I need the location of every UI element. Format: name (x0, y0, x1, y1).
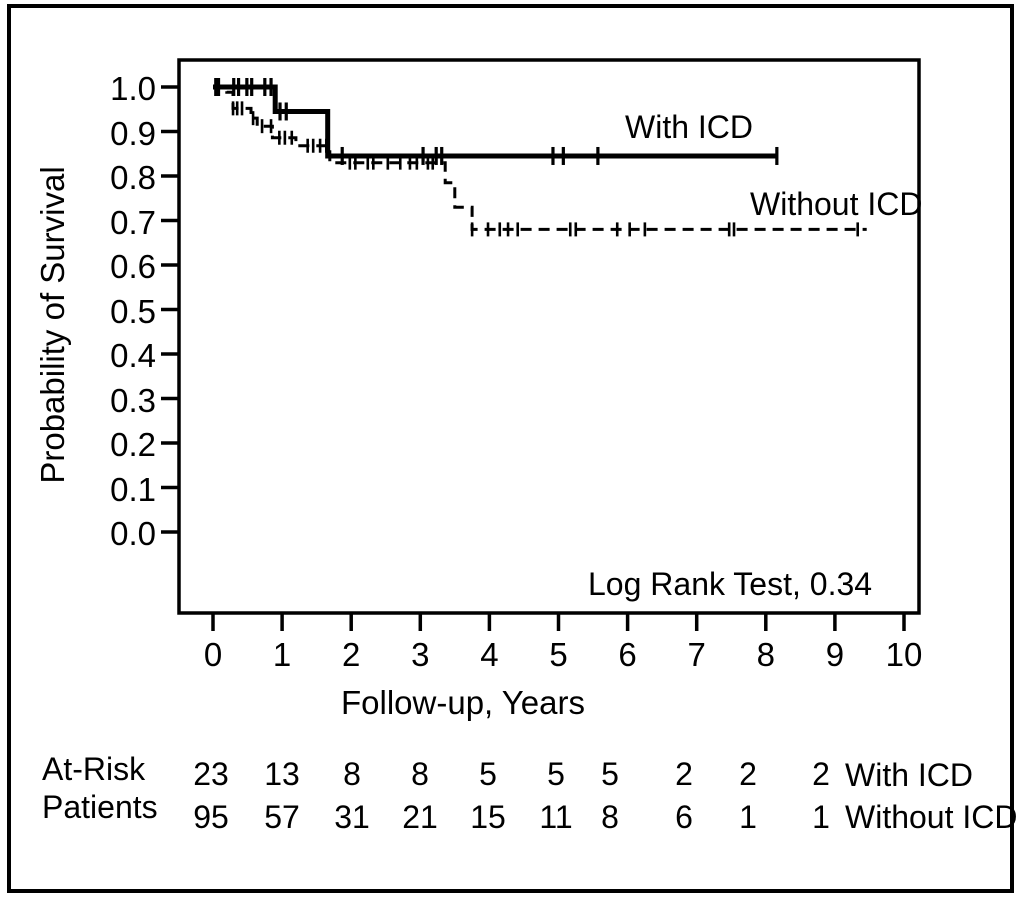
atrisk-table-title-line1: At-Risk (42, 751, 146, 787)
plot-frame (177, 58, 921, 615)
atrisk-count: 5 (601, 756, 619, 792)
y-tick-label: 0.9 (110, 114, 156, 152)
atrisk-count: 2 (675, 756, 693, 792)
y-tick-label: 0.6 (110, 248, 156, 285)
x-tick-label: 8 (756, 636, 775, 673)
figure-border (7, 4, 1014, 893)
x-tick-label: 6 (618, 636, 637, 673)
x-axis-title: Follow-up, Years (341, 684, 585, 721)
x-tick-label: 5 (549, 636, 568, 673)
atrisk-count: 2 (812, 756, 830, 792)
atrisk-count: 95 (193, 799, 229, 835)
x-tick-label: 1 (272, 636, 292, 673)
atrisk-count: 13 (264, 756, 300, 792)
y-tick-label: 0.7 (110, 203, 156, 241)
atrisk-table-title-line2: Patients (42, 789, 158, 825)
atrisk-count: 2 (739, 756, 757, 792)
atrisk-count: 8 (601, 799, 619, 835)
y-tick-label: 0.5 (110, 292, 156, 330)
y-tick-label: 0.8 (110, 159, 156, 196)
y-tick-label: 0.1 (110, 470, 156, 508)
y-axis-title: Probability of Survival (34, 166, 71, 484)
atrisk-count: 21 (402, 799, 438, 835)
atrisk-count: 11 (539, 799, 573, 835)
y-tick-label: 0.3 (110, 381, 156, 419)
x-tick-label: 0 (203, 636, 223, 673)
atrisk-count: 1 (812, 799, 830, 835)
y-tick-label: 0.4 (110, 337, 156, 374)
atrisk-row-label-without-icd: Without ICD (845, 799, 1018, 835)
atrisk-count: 15 (470, 799, 506, 835)
y-tick-label: 1.0 (110, 70, 156, 107)
x-tick-label: 2 (342, 636, 361, 673)
atrisk-count: 57 (264, 799, 300, 835)
atrisk-count: 5 (547, 756, 565, 792)
series-label-with-icd: With ICD (625, 109, 753, 145)
atrisk-count: 31 (334, 799, 370, 835)
y-tick-label: 0.2 (110, 426, 156, 463)
atrisk-count: 8 (343, 756, 361, 792)
x-tick-label: 7 (687, 636, 706, 673)
x-tick-label: 10 (885, 636, 923, 673)
logrank-annotation: Log Rank Test, 0.34 (588, 566, 873, 602)
y-tick-label: 0.0 (110, 515, 156, 552)
atrisk-count: 8 (411, 756, 429, 792)
x-tick-label: 3 (411, 636, 430, 673)
atrisk-count: 23 (193, 756, 229, 792)
curve-without-icd (213, 85, 867, 231)
x-tick-label: 9 (825, 636, 845, 673)
atrisk-count: 5 (479, 756, 497, 792)
series-label-without-icd: Without ICD (750, 186, 923, 222)
atrisk-count: 1 (739, 799, 757, 835)
x-tick-label: 4 (480, 636, 499, 673)
atrisk-count: 6 (675, 799, 693, 835)
atrisk-row-label-with-icd: With ICD (845, 757, 973, 793)
